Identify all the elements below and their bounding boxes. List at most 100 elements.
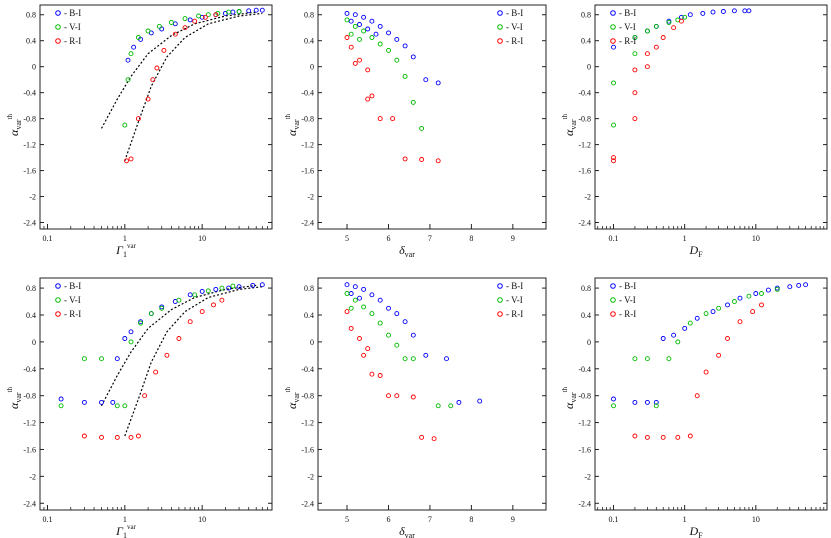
data-point [386, 332, 391, 338]
x-tick-label: 9 [511, 234, 515, 243]
x-tick-label: 8 [469, 515, 473, 524]
data-point [423, 352, 429, 358]
data-point [365, 26, 371, 32]
data-point [456, 399, 462, 405]
legend-label: - V-I [619, 22, 636, 32]
data-point [219, 285, 225, 291]
legend-marker [610, 24, 616, 30]
legend-label: - B-I [506, 8, 523, 18]
scatter-panel-5: 0.8 0.4 0 -0.4 -0.8 -1.2 -1.6 -2 -2.4 5 6 7 8 9 - B-I -… [284, 277, 547, 538]
y-tick-label: 0 [32, 63, 36, 72]
data-point [423, 77, 429, 83]
y-axis-label-group: αvarth [561, 114, 578, 136]
data-point [660, 434, 666, 440]
data-point [632, 399, 638, 405]
x-axis-label: DF [688, 524, 703, 538]
data-point [352, 60, 358, 66]
series-V-I [122, 9, 242, 128]
data-point [632, 67, 638, 73]
legend-marker [55, 38, 61, 44]
legend-marker [497, 38, 503, 44]
y-tick-label: 0 [32, 338, 36, 347]
data-point [753, 291, 759, 296]
data-point [344, 10, 350, 16]
data-point [172, 31, 178, 37]
data-point [477, 398, 483, 404]
data-point [611, 155, 616, 161]
data-point [435, 403, 441, 409]
data-point [369, 18, 375, 24]
fit-line-2 [124, 286, 263, 437]
legend-label: - V-I [506, 295, 523, 305]
data-point [168, 20, 174, 25]
y-tick-label: -2 [584, 472, 591, 481]
data-point [365, 96, 371, 102]
legend-label: - B-I [506, 281, 523, 291]
series-B-I [344, 282, 483, 405]
data-point [377, 116, 383, 122]
data-point [131, 44, 137, 50]
data-point [710, 309, 716, 315]
x-axis-label: DF [688, 243, 703, 259]
x-axis-label: δvar [399, 243, 415, 259]
plot-frame [317, 4, 547, 230]
data-point [632, 116, 638, 122]
x-tick-label: 5 [345, 234, 349, 243]
y-tick-label: 0.4 [581, 37, 591, 46]
scatter-panel-1: 0.8 0.4 0 -0.4 -0.8 -1.2 -1.6 -2 -2.4 0.1 1 10 - B-I… [6, 4, 273, 259]
x-tick-label: 7 [428, 515, 432, 524]
y-tick-label: -2 [29, 193, 36, 202]
data-point [344, 309, 350, 315]
legend-marker [55, 283, 61, 289]
data-point [632, 90, 638, 96]
data-point [435, 158, 441, 164]
data-point [196, 13, 202, 19]
data-point [369, 311, 375, 317]
data-point [348, 305, 354, 311]
scatter-panel-6: 0.8 0.4 0 -0.4 -0.8 -1.2 -1.6 -2 -2.4 0.1 1 10 - B-I… [561, 277, 828, 538]
data-point [377, 373, 383, 378]
series-V-I [344, 291, 454, 409]
data-point [682, 325, 688, 331]
data-point [803, 282, 809, 288]
data-point [410, 394, 416, 400]
data-point [128, 329, 134, 335]
data-point [687, 433, 693, 439]
y-tick-label: -2.4 [578, 219, 591, 228]
legend-label: - B-I [619, 281, 636, 291]
legend-marker [497, 297, 503, 303]
series-R-I [344, 35, 441, 164]
y-tick-label: 0.4 [304, 37, 314, 46]
x-axis-label: δvar [399, 524, 415, 538]
data-point [213, 12, 219, 18]
data-point [394, 393, 400, 399]
data-point [687, 12, 693, 18]
data-point [58, 396, 64, 402]
y-tick-label: -2.4 [301, 499, 314, 508]
series-V-I [611, 14, 688, 128]
fit-line-1 [100, 11, 257, 129]
data-point [660, 35, 666, 40]
data-point [348, 44, 354, 50]
data-point [361, 352, 367, 358]
data-point [632, 433, 638, 439]
data-point [700, 10, 706, 16]
data-point [213, 286, 219, 292]
data-point [666, 20, 672, 25]
x-tick-label: 10 [752, 234, 760, 243]
data-point [148, 311, 154, 317]
data-point [357, 57, 362, 63]
legend-marker [610, 297, 616, 303]
y-tick-label: -2.4 [23, 499, 36, 508]
x-tick-label: 0.1 [42, 234, 52, 243]
y-tick-label: -0.8 [578, 392, 591, 401]
y-tick-label: -1.2 [23, 141, 36, 150]
y-tick-label: 0.4 [26, 37, 36, 46]
legend-label: - V-I [64, 295, 81, 305]
data-point [187, 292, 193, 298]
y-tick-label: -1.6 [23, 167, 36, 176]
legend-marker [610, 311, 616, 317]
data-point [199, 288, 205, 294]
data-point [746, 293, 752, 299]
x-tick-label: 5 [345, 515, 349, 524]
